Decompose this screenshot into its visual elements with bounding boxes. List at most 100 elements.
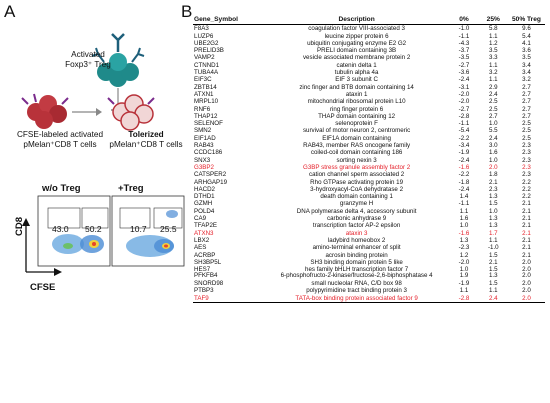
- description-cell: RAB43, member RAS oncogene family: [303, 142, 411, 150]
- value-0pct-cell: -2.4: [458, 185, 470, 193]
- description-cell: zinc finger and BTB domain containing 14: [299, 83, 414, 91]
- description-cell: G3BP stress granule assembly factor 2: [303, 163, 411, 171]
- value-50pct-cell: 2.7: [522, 98, 531, 106]
- value-0pct-cell: -1.1: [458, 120, 470, 128]
- table-row: SH3BP5L SH3 binding domain protein 5 like…: [193, 259, 545, 266]
- value-50pct-cell: 5.4: [522, 32, 531, 40]
- value-0pct-cell: -2.3: [458, 244, 470, 252]
- value-0pct-cell: -3.1: [458, 83, 470, 91]
- description-cell: death domain containing 1: [320, 193, 393, 201]
- table-row: GZMH granzyme H -1.1 1.5 2.1: [193, 200, 545, 207]
- gene-symbol-cell: F8A3: [194, 25, 209, 33]
- value-25pct-cell: 2.9: [488, 83, 498, 91]
- value-25pct-cell: 1.0: [488, 207, 498, 215]
- tolerized-cells-label: Tolerized pMelan⁺CD8 T cells: [98, 130, 194, 150]
- gene-symbol-cell: TAF9: [193, 294, 264, 304]
- value-50pct-cell: 2.3: [522, 171, 531, 179]
- gene-expression-table: Gene_Symbol Description 0% 25% 50% Treg …: [193, 16, 545, 304]
- gene-symbol-cell: LUZP6: [194, 32, 214, 40]
- value-50pct-cell: 2.7: [522, 83, 531, 91]
- value-50pct-cell: 2.1: [522, 236, 531, 244]
- gene-symbol-cell: CTNND1: [194, 61, 220, 69]
- value-25pct-cell: 1.1: [488, 236, 498, 244]
- table-row: TFAP2E transcription factor AP-2 epsilon 1…: [193, 222, 545, 229]
- activated-treg-label: Activated Foxp3⁺ Treg: [58, 50, 118, 70]
- gene-symbol-cell: LBX2: [194, 236, 210, 244]
- value-25pct-cell: -1.0: [487, 244, 499, 252]
- value-25pct-cell: 5.5: [488, 127, 498, 135]
- description-cell: EIF1A domain containing: [322, 134, 391, 142]
- gene-symbol-cell: ATXN1: [194, 90, 214, 98]
- gene-symbol-cell: DTHD1: [194, 193, 215, 201]
- value-25pct-cell: 1.5: [488, 280, 498, 288]
- gene-symbol-cell: SH3BP5L: [194, 258, 222, 266]
- value-0pct-cell: -1.1: [458, 32, 470, 40]
- gene-symbol-cell: G3BP2: [194, 163, 214, 171]
- cd8-cell-icon: [21, 93, 69, 129]
- value-50pct-cell: 4.1: [522, 39, 531, 47]
- value-0pct-cell: 1.0: [459, 266, 469, 274]
- table-body: F8A3 coagulation factor VIII-associated 3…: [193, 25, 545, 304]
- gene-symbol-cell: RNF6: [194, 105, 211, 113]
- table-row: DTHD1 death domain containing 1 1.4 1.3 2.2: [193, 193, 545, 200]
- value-0pct-cell: 1.0: [459, 222, 469, 230]
- description-cell: 6-phosphofructo-2-kinase/fructose-2,6-bi…: [280, 272, 433, 280]
- description-cell: selenoprotein F: [335, 120, 378, 128]
- value-50pct-cell: 2.2: [522, 193, 531, 201]
- value-0pct-cell: -2.7: [458, 105, 470, 113]
- gene-symbol-cell: ATXN3: [194, 229, 214, 237]
- gene-symbol-cell: HES7: [194, 266, 211, 274]
- x-axis-label: CFSE: [30, 282, 56, 293]
- value-50pct-cell: 3.4: [522, 61, 531, 69]
- gene-symbol-cell: AES: [194, 244, 207, 252]
- value-50pct-cell: 2.1: [522, 207, 531, 215]
- table-row: HES7 hes family bHLH transcription factor…: [193, 266, 545, 273]
- description-cell: TATA-box binding protein associated fact…: [263, 294, 450, 304]
- description-cell: cation channel sperm associated 2: [308, 171, 405, 179]
- table-row: LBX2 ladybird homeobox 2 1.3 1.1 2.1: [193, 237, 545, 244]
- gene-symbol-cell: PFKFB4: [194, 272, 218, 280]
- table-row: ZBTB14 zinc finger and BTB domain contain…: [193, 84, 545, 91]
- value-0pct-cell: -2.4: [458, 76, 470, 84]
- table-row: SNX3 sorting nexin 3 -2.4 1.0 2.3: [193, 157, 545, 164]
- value-50pct-cell: 2.0: [522, 280, 531, 288]
- header-gene-symbol: Gene_Symbol: [193, 16, 264, 26]
- table-row: PFKFB4 6-phosphofructo-2-kinase/fructose-…: [193, 273, 545, 280]
- panel-a: A: [0, 0, 190, 403]
- table-row: CATSPER2 cation channel sperm associated …: [193, 171, 545, 178]
- table-row: AES amino-terminal enhancer of split -2.3 -…: [193, 244, 545, 251]
- panel-letter-a: A: [4, 2, 16, 21]
- cfse-label-line2: pMelan⁺CD8 T cells: [23, 140, 97, 149]
- table-row: ACRBP acrosin binding protein 1.2 1.5 2.1: [193, 252, 545, 259]
- value-0pct-cell: -1.9: [458, 149, 470, 157]
- description-cell: THAP domain containing 12: [318, 112, 396, 120]
- value-25pct-cell: 3.5: [488, 47, 498, 55]
- value-25pct-cell: 2.3: [488, 185, 498, 193]
- gene-symbol-cell: RAB43: [194, 142, 214, 150]
- value-25pct-cell: 1.7: [488, 229, 498, 237]
- gate-pct-plus-right: 25.5: [160, 224, 177, 234]
- gene-symbol-cell: THAP12: [194, 112, 218, 120]
- gene-symbol-cell: POLD4: [194, 207, 215, 215]
- table-row: THAP12 THAP domain containing 12 -2.8 2.7 2.…: [193, 113, 545, 120]
- table-row: CTNND1 catenin delta 1 -2.7 1.1 3.4: [193, 62, 545, 69]
- gene-symbol-cell: PTBP3: [194, 287, 214, 295]
- gene-symbol-cell: CA9: [194, 215, 207, 223]
- value-50pct-cell: 2.5: [522, 120, 531, 128]
- table-row: EIF1AD EIF1A domain containing -2.2 2.4 2.5: [193, 135, 545, 142]
- description-cell: acrosin binding protein: [325, 251, 388, 259]
- description-cell: ataxin 1: [345, 90, 368, 98]
- value-25pct-cell: 2.0: [488, 163, 498, 171]
- description-cell: vesicle associated membrane protein 2: [302, 54, 411, 62]
- description-cell: catenin delta 1: [336, 61, 377, 69]
- table-row: ATXN3 ataxin 3 -1.6 1.7 2.1: [193, 230, 545, 237]
- gene-symbol-cell: GZMH: [194, 200, 213, 208]
- value-0pct-cell: 1.2: [459, 251, 469, 259]
- cfse-cells-label: CFSE-labeled activated pMelan⁺CD8 T cell…: [2, 130, 118, 150]
- description-cell: ladybird homeobox 2: [327, 236, 386, 244]
- tolerized-cell-icon: [107, 94, 155, 131]
- table-row: SELENOF selenoprotein F -1.1 1.0 2.5: [193, 120, 545, 127]
- value-25pct-cell: 2.4: [488, 134, 498, 142]
- table-row: SMN2 survival of motor neuron 2, centrome…: [193, 127, 545, 134]
- description-cell: coiled-coil domain containing 186: [310, 149, 403, 157]
